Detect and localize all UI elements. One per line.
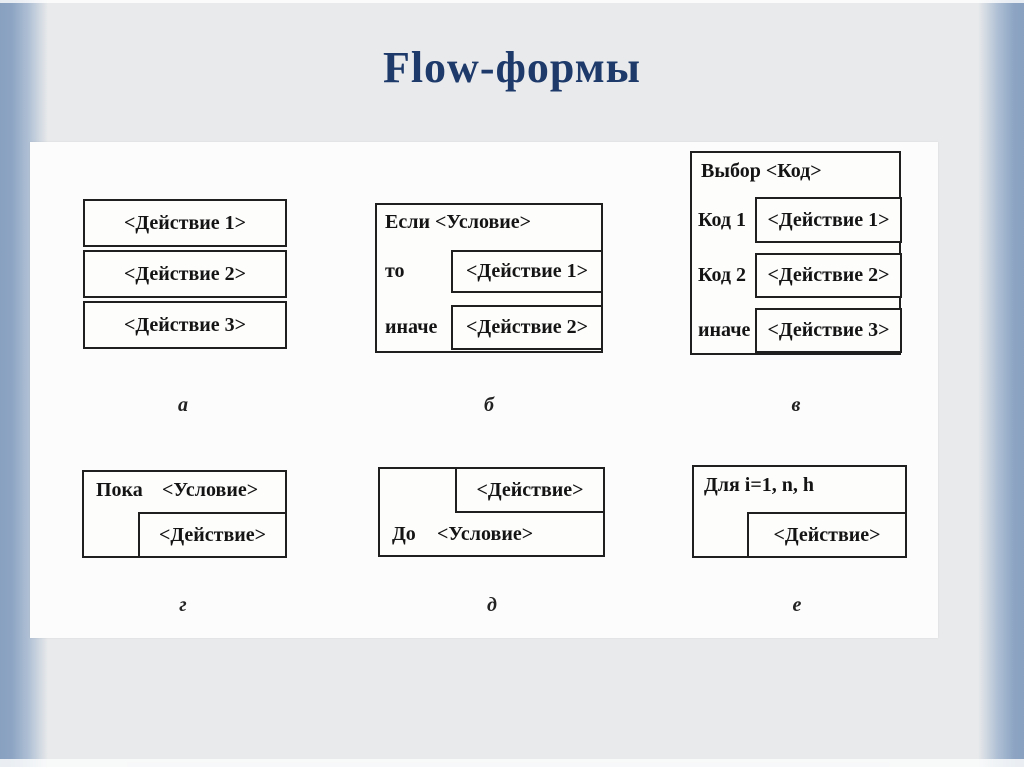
diagram-label-e: е xyxy=(792,594,802,616)
case-keyword: Код 1 xyxy=(698,209,747,231)
while-diagram: Пока <Условие> <Действие> xyxy=(82,470,287,558)
action-box: <Действие> xyxy=(747,512,907,558)
if-header: Если <Условие> xyxy=(385,211,532,233)
action-box: <Действие 2> xyxy=(451,305,603,350)
while-condition: <Условие> xyxy=(162,479,259,501)
for-header: Для i=1, n, h xyxy=(704,474,814,496)
then-keyword: то xyxy=(385,260,405,282)
diagram-label-b: б xyxy=(484,394,494,416)
else-keyword: иначе xyxy=(385,316,438,338)
diagram-label-g: г xyxy=(179,594,187,616)
case-header: Выбор <Код> xyxy=(701,160,822,182)
diagram-label-a: а xyxy=(178,394,188,416)
diagram-label-d: д xyxy=(487,594,497,616)
right-gradient-bar xyxy=(972,0,1024,767)
if-diagram: Если <Условие> то <Действие 1> иначе <Де… xyxy=(375,203,603,353)
diagram-label-v: в xyxy=(791,394,801,416)
action-box: <Действие> xyxy=(138,512,287,558)
else-keyword: иначе xyxy=(698,319,751,341)
top-edge-strip xyxy=(0,0,1024,3)
slide-title: Flow-формы xyxy=(382,43,642,92)
until-diagram: <Действие> До <Условие> xyxy=(378,467,605,557)
action-box: <Действие 2> xyxy=(83,250,287,298)
action-box: <Действие 1> xyxy=(83,199,287,247)
while-keyword: Пока xyxy=(96,479,143,501)
case-keyword: Код 2 xyxy=(698,264,747,286)
until-condition: <Условие> xyxy=(437,523,534,545)
case-diagram: Выбор <Код> Код 1 <Действие 1> Код 2 <Де… xyxy=(690,151,902,355)
action-box: <Действие 3> xyxy=(83,301,287,349)
for-diagram: Для i=1, n, h <Действие> xyxy=(692,465,907,558)
action-box: <Действие 3> xyxy=(755,308,902,353)
action-box: <Действие 1> xyxy=(451,250,603,293)
diagram-canvas: <Действие 1> <Действие 2> <Действие 3> а… xyxy=(30,142,938,638)
action-box: <Действие 1> xyxy=(755,197,902,243)
action-box: <Действие 2> xyxy=(755,253,902,298)
until-keyword: До xyxy=(392,523,416,545)
sequence-diagram: <Действие 1> <Действие 2> <Действие 3> xyxy=(83,199,287,352)
bottom-edge-strip xyxy=(0,759,1024,767)
action-box: <Действие> xyxy=(455,467,605,513)
